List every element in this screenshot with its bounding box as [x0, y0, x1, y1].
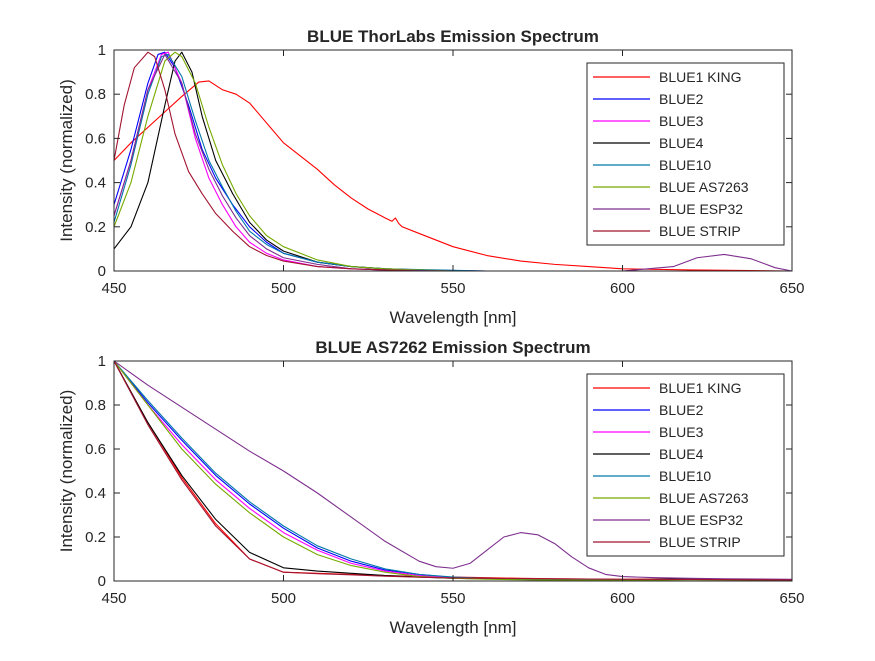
- series-line-7: [114, 361, 792, 580]
- y-tick-label: 0.6: [85, 130, 106, 147]
- chart-title: BLUE ThorLabs Emission Spectrum: [307, 27, 599, 46]
- y-tick-label: 1: [98, 42, 106, 59]
- series-line-6: [114, 361, 792, 581]
- legend-label: BLUE2: [659, 91, 704, 107]
- legend-label: BLUE4: [659, 446, 704, 462]
- x-tick-label: 450: [101, 590, 126, 607]
- chart-title: BLUE AS7262 Emission Spectrum: [315, 338, 590, 357]
- legend-label: BLUE ESP32: [659, 201, 743, 217]
- x-tick-label: 500: [271, 280, 296, 297]
- legend-label: BLUE10: [659, 468, 711, 484]
- legend-label: BLUE10: [659, 157, 711, 173]
- x-axis-label: Wavelength [nm]: [390, 308, 517, 327]
- legend-label: BLUE AS7263: [659, 490, 749, 506]
- x-tick-label: 500: [271, 590, 296, 607]
- legend-label: BLUE AS7263: [659, 179, 749, 195]
- x-tick-label: 600: [610, 590, 635, 607]
- legend-label: BLUE2: [659, 402, 704, 418]
- legend-label: BLUE3: [659, 113, 704, 129]
- y-tick-label: 0.4: [85, 175, 106, 192]
- x-tick-label: 600: [610, 280, 635, 297]
- legend-label: BLUE1 KING: [659, 380, 741, 396]
- legend-box: [586, 62, 785, 246]
- legend-box: [586, 373, 785, 557]
- legend-label: BLUE1 KING: [659, 69, 741, 85]
- y-axis-label: Intensity (normalized): [57, 79, 76, 242]
- legend-label: BLUE ESP32: [659, 512, 743, 528]
- y-tick-label: 0: [98, 573, 106, 590]
- y-tick-label: 0.2: [85, 529, 106, 546]
- y-tick-label: 0.8: [85, 397, 106, 414]
- series-group: [114, 361, 792, 581]
- legend-label: BLUE4: [659, 135, 704, 151]
- x-axis-label: Wavelength [nm]: [390, 618, 517, 637]
- legend-label: BLUE3: [659, 424, 704, 440]
- chart-2: 450 500 550 600 650 0 0.2 0.4 0.6 0.8 1 BLUE AS7262…: [57, 338, 805, 637]
- series-line-7: [114, 53, 792, 271]
- series-line-6: [114, 51, 792, 271]
- y-axis-label: Intensity (normalized): [57, 390, 76, 553]
- series-group: [114, 51, 792, 271]
- legend-label: BLUE STRIP: [659, 534, 741, 550]
- legend: BLUE1 KING BLUE2 BLUE3 BLUE4 BLUE10 BLUE AS72…: [586, 373, 785, 557]
- y-tick-label: 0.4: [85, 485, 106, 502]
- x-tick-label: 550: [440, 590, 465, 607]
- legend: BLUE1 KING BLUE2 BLUE3 BLUE4 BLUE10 BLUE AS72…: [586, 62, 785, 246]
- chart-1: 450 500 550 600 650 0 0.2 0.4 0.6 0.8 1 BLUE ThorLa…: [57, 27, 805, 327]
- series-line-8: [114, 361, 792, 581]
- x-tick-label: 650: [779, 280, 804, 297]
- y-tick-label: 0.2: [85, 219, 106, 236]
- y-tick-label: 1: [98, 353, 106, 370]
- y-tick-label: 0.8: [85, 86, 106, 103]
- series-line-1: [114, 80, 792, 271]
- y-tick-label: 0: [98, 263, 106, 280]
- legend-label: BLUE STRIP: [659, 223, 741, 239]
- series-line-8: [114, 51, 792, 271]
- x-tick-label: 650: [779, 590, 804, 607]
- y-tick-label: 0.6: [85, 441, 106, 458]
- x-tick-label: 450: [101, 280, 126, 297]
- x-tick-label: 550: [440, 280, 465, 297]
